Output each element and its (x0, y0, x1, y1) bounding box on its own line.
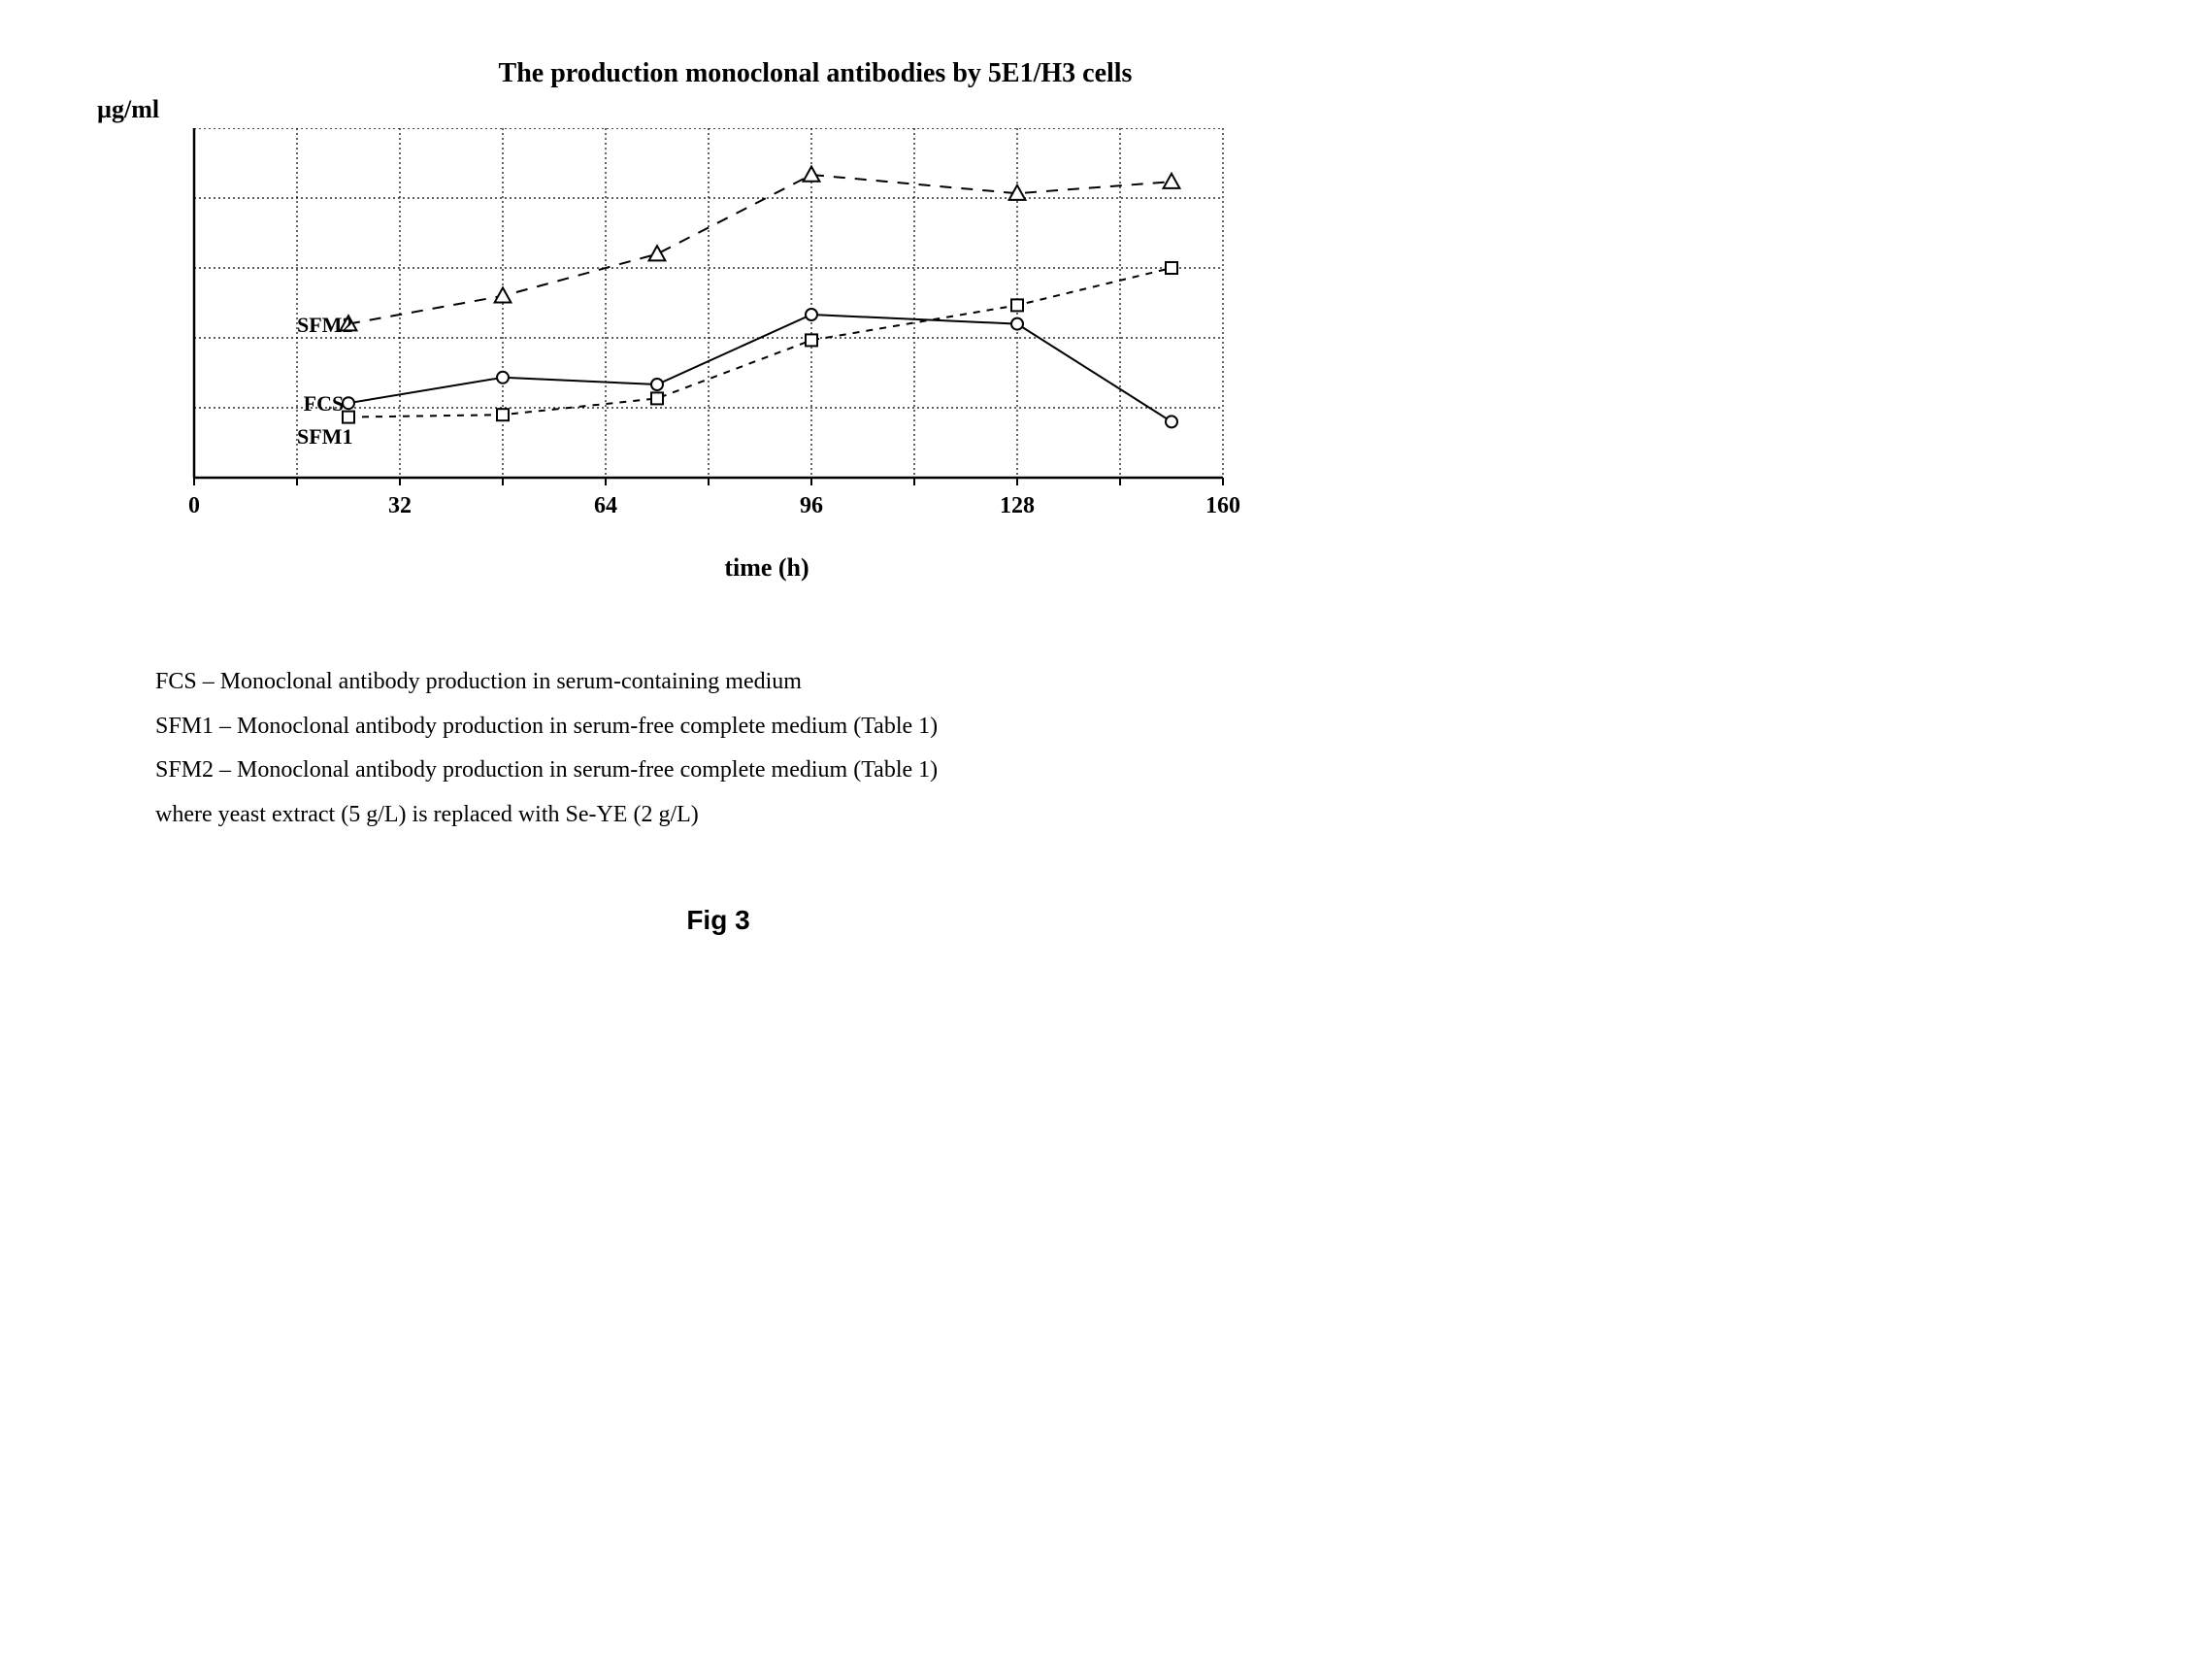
chart-title: The production monoclonal antibodies by … (291, 58, 1339, 89)
x-tick-label: 32 (388, 493, 412, 519)
series-label-sfm1: SFM1 (297, 424, 352, 450)
figure-label: Fig 3 (97, 905, 1339, 936)
caption-line: FCS – Monoclonal antibody production in … (155, 660, 1339, 705)
x-tick-label: 128 (1000, 493, 1035, 519)
caption: FCS – Monoclonal antibody production in … (155, 660, 1339, 837)
y-axis-label: µg/ml (97, 95, 1339, 124)
x-tick-label: 160 (1205, 493, 1240, 519)
x-tick-label: 0 (188, 493, 200, 519)
chart-svg (97, 128, 1242, 536)
caption-line: where yeast extract (5 g/L) is replaced … (155, 793, 1339, 838)
x-tick-label: 64 (594, 493, 617, 519)
series-label-fcs: FCS (304, 391, 345, 417)
caption-line: SFM2 – Monoclonal antibody production in… (155, 749, 1339, 793)
figure-container: The production monoclonal antibodies by … (97, 58, 1339, 936)
chart-plot-area: 03691215 0326496128160 SFM2FCSSFM1 (97, 128, 1242, 536)
caption-line: SFM1 – Monoclonal antibody production in… (155, 705, 1339, 750)
series-label-sfm2: SFM2 (297, 313, 352, 338)
x-tick-label: 96 (800, 493, 823, 519)
x-axis-label: time (h) (194, 553, 1339, 583)
